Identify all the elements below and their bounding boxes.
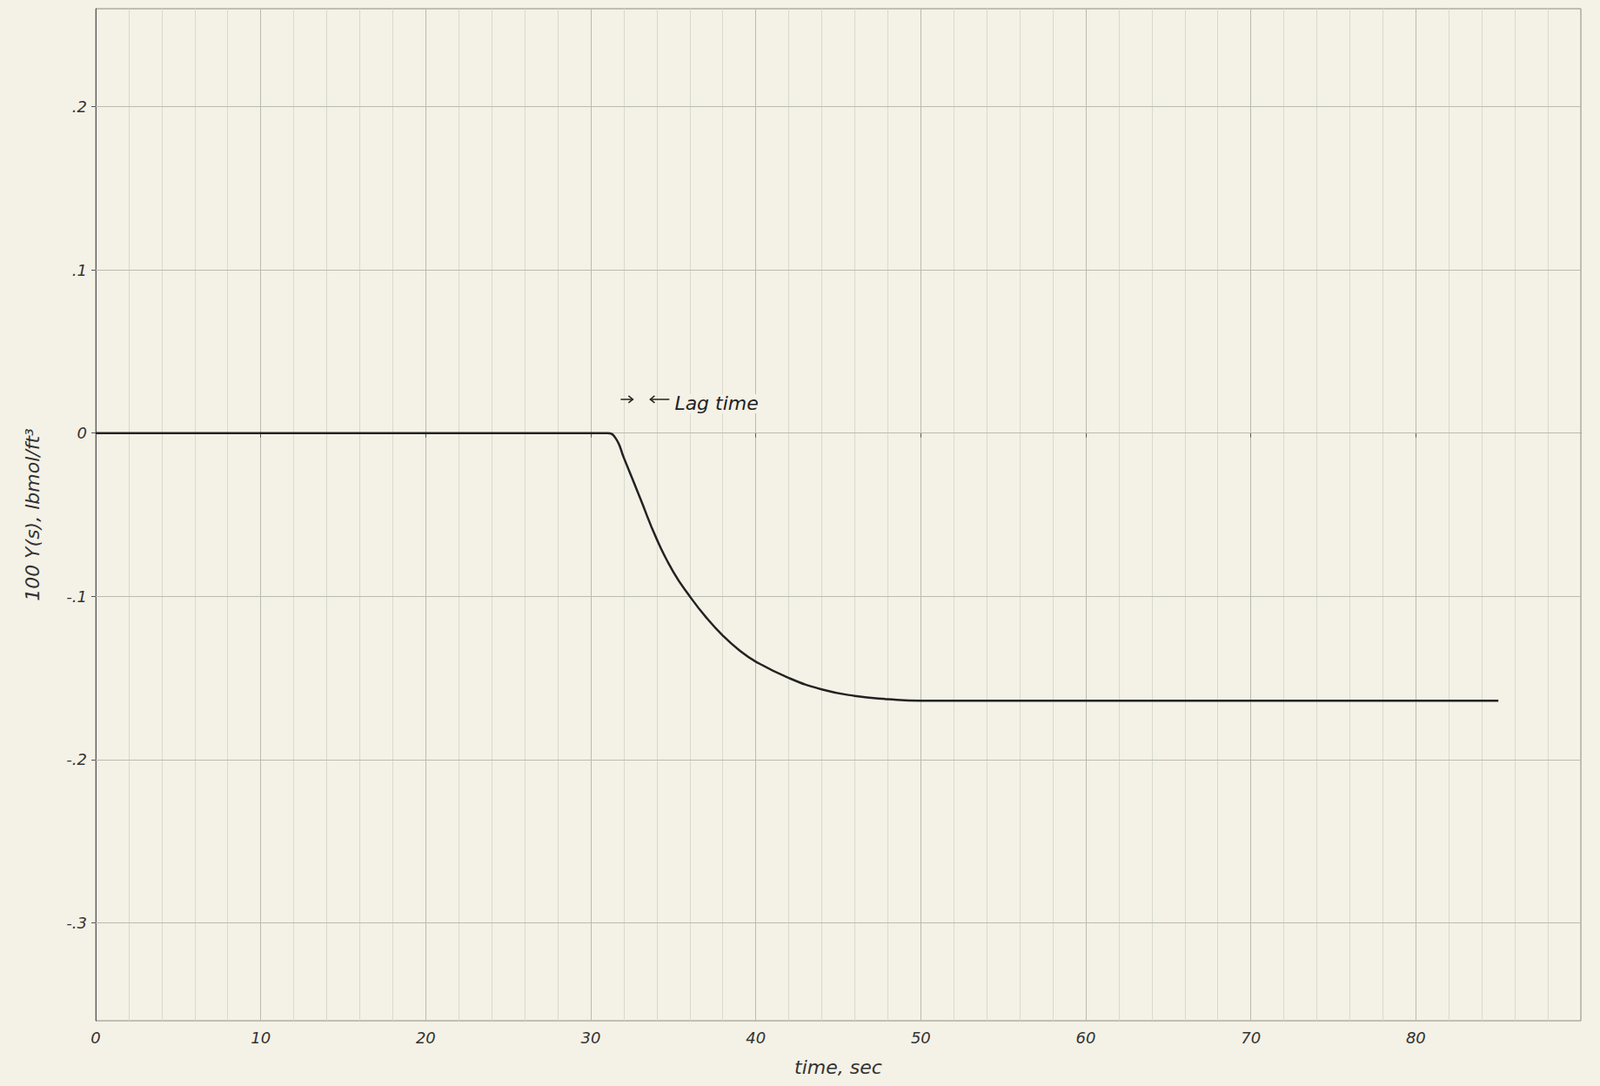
svg-text:-.2: -.2 [66, 749, 88, 769]
svg-text:30: 30 [581, 1028, 602, 1047]
svg-text:Lag time: Lag time [674, 392, 758, 415]
svg-text:0: 0 [90, 1028, 101, 1047]
svg-text:.2: .2 [72, 97, 88, 116]
svg-text:10: 10 [250, 1028, 271, 1047]
svg-text:0: 0 [77, 423, 88, 442]
svg-text:80: 80 [1405, 1028, 1426, 1047]
svg-text:20: 20 [415, 1028, 436, 1047]
svg-text:100 Y(s), lbmol/ft³: 100 Y(s), lbmol/ft³ [21, 428, 44, 602]
svg-text:time, sec: time, sec [794, 1056, 883, 1078]
svg-text:-.1: -.1 [66, 587, 88, 606]
svg-text:.1: .1 [72, 261, 88, 280]
svg-text:70: 70 [1240, 1028, 1261, 1047]
svg-text:40: 40 [745, 1028, 766, 1047]
svg-text:-.3: -.3 [66, 913, 88, 932]
svg-text:50: 50 [910, 1028, 931, 1047]
svg-text:60: 60 [1076, 1028, 1097, 1047]
